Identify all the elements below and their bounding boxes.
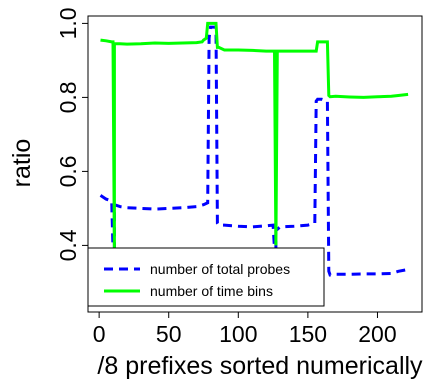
legend: number of total probes number of time bin… (87, 247, 325, 307)
legend-box (87, 247, 325, 307)
x-tick-label: 0 (93, 321, 106, 347)
x-tick-label: 200 (358, 321, 396, 347)
ticks: 0 50 100 150 200 0.4 0.6 0.8 1.0 (55, 7, 397, 347)
x-tick-label: 100 (219, 321, 257, 347)
plot-lines (99, 21, 409, 277)
x-tick-label: 150 (289, 321, 327, 347)
y-tick-label: 0.8 (55, 81, 81, 113)
series-line-1 (100, 21, 409, 253)
x-tick-label: 50 (156, 321, 182, 347)
y-axis-title: ratio (8, 139, 36, 188)
x-axis-title: /8 prefixes sorted numerically (97, 352, 423, 379)
legend-label-0: number of total probes (150, 261, 290, 277)
y-tick-label: 1.0 (55, 7, 81, 39)
y-tick-label: 0.4 (55, 229, 81, 261)
y-tick-label: 0.6 (55, 155, 81, 187)
plot-frame (87, 15, 423, 313)
series-line-0 (99, 25, 409, 277)
legend-label-1: number of time bins (150, 283, 273, 299)
